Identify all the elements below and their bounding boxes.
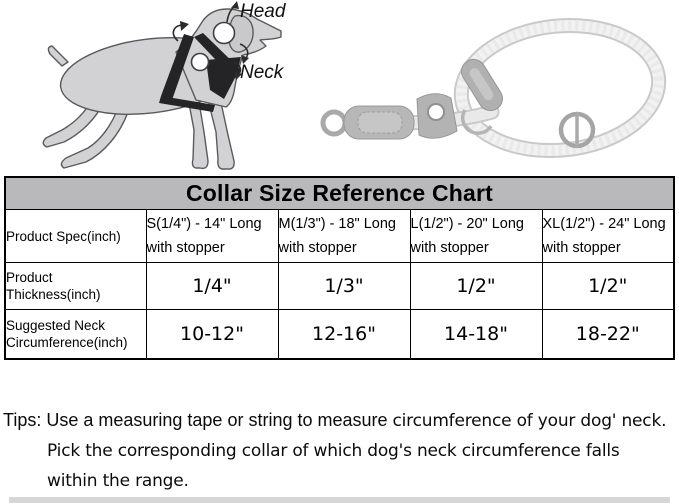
circumference-value-m: 12-16"	[277, 309, 411, 360]
thickness-value-xl: 1/2"	[541, 262, 675, 310]
next-section-partial-bar	[9, 497, 670, 503]
tips-paragraph: Tips: Use a measuring tape or string to …	[3, 405, 675, 496]
head-measure-marker	[212, 21, 236, 45]
header-row: Product Spec(inch) S(1/4") - 14" Long wi…	[4, 209, 675, 263]
cord-stopper	[461, 58, 503, 112]
thickness-value-m: 1/3"	[277, 262, 411, 310]
leather-tab	[416, 93, 458, 139]
circumference-value-l: 14-18"	[409, 309, 543, 360]
size-chart-table: Collar Size Reference Chart Product Spec…	[4, 176, 675, 360]
tips-line2: Pick the corresponding collar of which d…	[47, 441, 620, 461]
thickness-value-s: 1/4"	[145, 262, 279, 310]
size-stopper-note: with stopper	[278, 240, 357, 256]
size-name: L(1/2") - 20" Long	[410, 216, 524, 232]
circumference-value-s: 10-12"	[145, 309, 279, 360]
head-label: Head	[240, 1, 287, 22]
size-stopper-note: with stopper	[410, 240, 489, 256]
size-column-m: M(1/3") - 18" Long with stopper	[277, 209, 411, 263]
chart-title: Collar Size Reference Chart	[4, 176, 675, 210]
tips-label: Tips:	[3, 410, 42, 430]
thickness-row-label: Product Thickness(inch)	[4, 262, 147, 310]
left-o-ring	[320, 109, 348, 137]
circumference-value-xl: 18-22"	[541, 309, 675, 360]
size-column-xl: XL(1/2") - 24" Long with stopper	[541, 209, 675, 263]
neck-circumference-row: Suggested Neck Circumference(inch) 10-12…	[4, 309, 675, 360]
circumference-row-label: Suggested Neck Circumference(inch)	[4, 309, 147, 360]
size-name: S(1/4") - 14" Long	[146, 216, 262, 232]
size-column-s: S(1/4") - 14" Long with stopper	[145, 209, 279, 263]
tips-line3: within the range.	[47, 471, 189, 491]
neck-label: Neck	[240, 62, 285, 83]
leather-sleeve	[343, 105, 415, 140]
spec-header-cell: Product Spec(inch)	[4, 209, 147, 263]
neck-measure-marker	[190, 52, 210, 72]
hanging-half-ring	[461, 109, 493, 136]
thickness-value-l: 1/2"	[409, 262, 543, 310]
dog-front-leg-near	[207, 97, 235, 170]
tips-line1-text: Use a measuring tape or string to measur…	[41, 410, 393, 430]
chart-title-row: Collar Size Reference Chart	[4, 176, 675, 210]
rope-loop	[453, 17, 667, 159]
slide-ring	[558, 111, 596, 149]
size-stopper-note: with stopper	[146, 240, 225, 256]
dog-silhouette	[42, 8, 282, 170]
dog-front-leg-far	[187, 95, 209, 170]
thickness-row: Product Thickness(inch) 1/4" 1/3" 1/2" 1…	[4, 262, 675, 310]
rope-collar-photo	[320, 17, 667, 159]
measure-arrowheads	[180, 1, 249, 80]
size-name: M(1/3") - 18" Long	[278, 216, 397, 232]
dog-harness	[159, 33, 241, 112]
dog-tail	[47, 45, 69, 67]
tips-line1-emphasis: circumference of your dog' neck.	[392, 411, 667, 431]
size-column-l: L(1/2") - 20" Long with stopper	[409, 209, 543, 263]
product-illustrations: Head Neck	[0, 0, 679, 175]
dog-measurement-diagram: Head Neck	[42, 1, 287, 170]
size-name: XL(1/2") - 24" Long	[542, 216, 666, 232]
size-stopper-note: with stopper	[542, 240, 621, 256]
